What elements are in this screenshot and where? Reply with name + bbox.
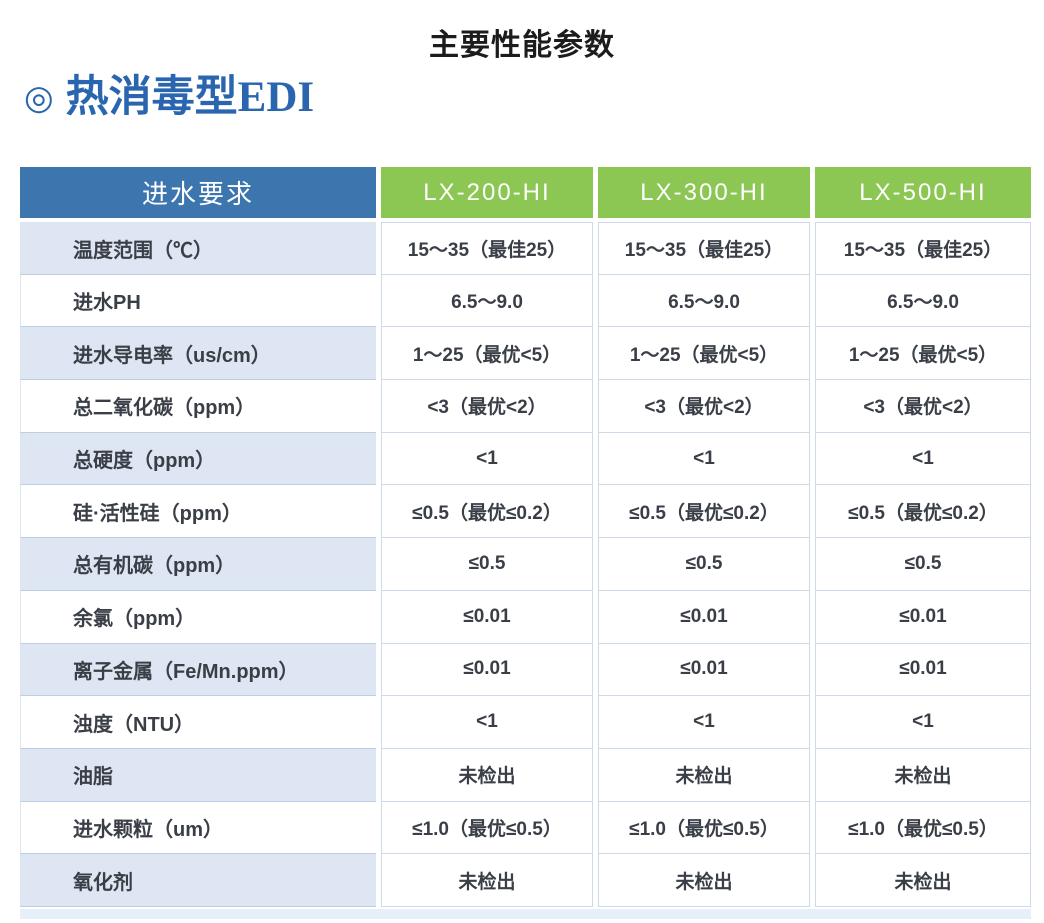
value-cell: ≤0.5（最优≤0.2） (381, 485, 593, 539)
header-cell-model-3: LX-500-HI (815, 167, 1031, 218)
spec-table: 进水要求 LX-200-HI LX-300-HI LX-500-HI 温度范围（… (20, 167, 1031, 907)
row-label-cell: 总硬度（ppm） (20, 432, 376, 486)
section-heading: ◎ 热消毒型EDI (24, 76, 314, 119)
page-title: 主要性能参数 (429, 29, 615, 62)
value-cell: <1 (815, 696, 1031, 749)
value-cell: 未检出 (598, 854, 810, 907)
value-cell: ≤0.01 (598, 643, 810, 697)
value-cell: <1 (381, 432, 593, 486)
value-cell: 未检出 (815, 748, 1031, 802)
value-cell: <3（最优<2） (815, 380, 1031, 433)
value-cell: ≤0.01 (815, 643, 1031, 697)
value-cell: ≤1.0（最优≤0.5） (381, 801, 593, 855)
table-header-row: 进水要求 LX-200-HI LX-300-HI LX-500-HI (20, 167, 1031, 218)
row-label-cell: 氧化剂 (20, 854, 376, 907)
value-cell: ≤0.5（最优≤0.2） (815, 485, 1031, 539)
row-label-cell: 进水PH (20, 274, 376, 328)
value-cell: 6.5～9.0 (381, 274, 593, 328)
bullseye-marker-icon: ◎ (24, 78, 54, 117)
value-cell: 15～35（最佳25） (381, 222, 593, 275)
header-cell-model-1: LX-200-HI (381, 167, 593, 218)
value-cell: ≤0.5（最优≤0.2） (598, 485, 810, 539)
row-label-cell: 离子金属（Fe/Mn.ppm） (20, 643, 376, 697)
value-cell: ≤0.01 (381, 643, 593, 697)
value-cell: 1～25（最优<5） (381, 327, 593, 381)
value-cell: ≤0.01 (815, 590, 1031, 644)
value-cell: 未检出 (815, 854, 1031, 907)
value-cell: 6.5～9.0 (815, 274, 1031, 328)
value-cell: ≤0.01 (381, 590, 593, 644)
table-footer-strip (20, 909, 1031, 919)
row-label-cell: 进水颗粒（um） (20, 801, 376, 855)
value-cell: <1 (598, 696, 810, 749)
value-cell: ≤1.0（最优≤0.5） (815, 801, 1031, 855)
value-cell: 未检出 (381, 748, 593, 802)
value-cell: 1～25（最优<5） (598, 327, 810, 381)
value-cell: ≤0.5 (598, 538, 810, 591)
row-label-cell: 进水导电率（us/cm） (20, 327, 376, 381)
value-cell: ≤0.5 (815, 538, 1031, 591)
value-cell: <3（最优<2） (598, 380, 810, 433)
value-cell: <1 (815, 432, 1031, 486)
value-cell: ≤0.5 (381, 538, 593, 591)
value-cell: 未检出 (381, 854, 593, 907)
row-label-cell: 浊度（NTU） (20, 696, 376, 749)
header-cell-inlet-requirements: 进水要求 (20, 167, 376, 218)
value-cell: 15～35（最佳25） (598, 222, 810, 275)
row-label-cell: 温度范围（℃） (20, 222, 376, 275)
header-cell-model-2: LX-300-HI (598, 167, 810, 218)
value-cell: 15～35（最佳25） (815, 222, 1031, 275)
value-cell: ≤1.0（最优≤0.5） (598, 801, 810, 855)
value-cell: <3（最优<2） (381, 380, 593, 433)
row-label-cell: 余氯（ppm） (20, 590, 376, 644)
table-body: 温度范围（℃） 15～35（最佳25） 15～35（最佳25） 15～35（最佳25）… (20, 222, 1031, 907)
value-cell: 未检出 (598, 748, 810, 802)
row-label-cell: 总有机碳（ppm） (20, 538, 376, 591)
value-cell: <1 (381, 696, 593, 749)
section-title: 热消毒型EDI (65, 74, 315, 121)
row-label-cell: 硅·活性硅（ppm） (20, 485, 376, 539)
row-label-cell: 油脂 (20, 748, 376, 802)
row-label-cell: 总二氧化碳（ppm） (20, 380, 376, 433)
value-cell: 1～25（最优<5） (815, 327, 1031, 381)
value-cell: <1 (598, 432, 810, 486)
value-cell: ≤0.01 (598, 590, 810, 644)
value-cell: 6.5～9.0 (598, 274, 810, 328)
